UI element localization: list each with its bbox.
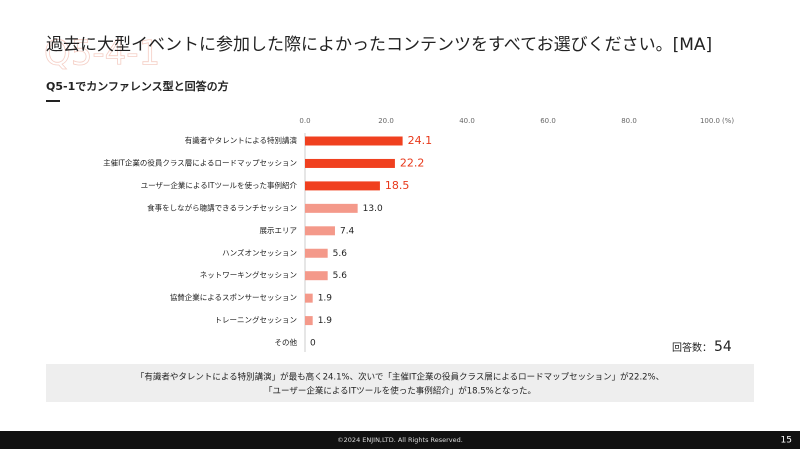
category-label: ユーザー企業によるITツールを使った事例紹介: [141, 180, 298, 190]
category-label: 主催IT企業の役員クラス層によるロードマップセッション: [103, 157, 297, 167]
value-label: 1.9: [318, 316, 333, 326]
value-label: 5.6: [333, 271, 348, 281]
bar: [305, 136, 403, 146]
value-label: 24.1: [408, 134, 433, 147]
summary-line: 「ユーザー企業によるITツールを使った事例紹介」が18.5%となった。: [264, 386, 536, 397]
value-label: 1.9: [318, 294, 333, 304]
category-label: ハンズオンセッション: [222, 247, 297, 257]
n-label: 回答数：: [672, 341, 712, 354]
x-tick-label: 20.0: [378, 117, 394, 125]
category-label: 食事をしながら聴講できるランチセッション: [147, 202, 297, 212]
x-tick-label: 80.0: [621, 117, 637, 125]
copyright: ©2024 ENJIN,LTD. All Rights Reserved.: [337, 436, 463, 444]
category-label: その他: [275, 337, 298, 347]
x-tick-label: 0.0: [299, 117, 310, 125]
x-tick-label: 100.0: [700, 117, 720, 125]
bar: [305, 203, 358, 213]
bar: [305, 158, 395, 168]
n-value: 54: [714, 339, 732, 355]
value-label: 5.6: [333, 249, 348, 259]
subtitle: Q5-1でカンファレンス型と回答の方: [46, 79, 229, 93]
category-label: 協賛企業によるスポンサーセッション: [170, 292, 297, 302]
bar: [305, 293, 313, 303]
category-label: 展示エリア: [260, 226, 298, 235]
value-label: 22.2: [400, 156, 425, 169]
bar: [305, 226, 335, 236]
bar: [305, 271, 328, 281]
bar: [305, 248, 328, 258]
value-label: 13.0: [363, 204, 383, 214]
bar: [305, 316, 313, 326]
category-label: トレーニングセッション: [215, 315, 298, 325]
summary-line: 「有識者やタレントによる特別講演」が最も高く24.1%、次いで「主催IT企業の役…: [136, 372, 664, 383]
footer-bar: [0, 431, 800, 449]
unit-label: (%): [722, 117, 734, 125]
category-label: ネットワーキングセッション: [200, 270, 297, 280]
summary-box: [46, 364, 754, 402]
value-label: 18.5: [385, 179, 410, 192]
category-label: 有識者やタレントによる特別講演: [185, 135, 298, 145]
watermark: Q5-4-1: [44, 34, 160, 74]
value-label: 7.4: [340, 226, 355, 236]
x-tick-label: 60.0: [540, 117, 556, 125]
bar: [305, 181, 380, 191]
x-tick-label: 40.0: [459, 117, 475, 125]
value-label: 0: [310, 339, 316, 349]
title: 過去に大型イベントに参加した際によかったコンテンツをすべてお選びください。[MA…: [46, 35, 712, 55]
page-number: 15: [781, 436, 792, 446]
